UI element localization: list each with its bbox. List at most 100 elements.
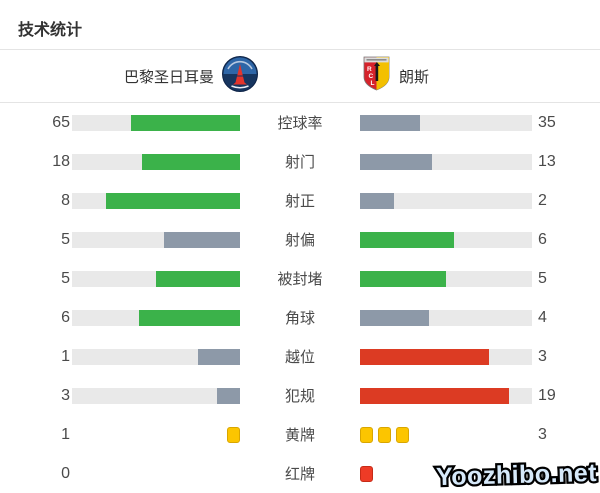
away-bar-fill [360, 153, 433, 170]
watermark-logo: Yoozhibo.net [433, 457, 599, 493]
away-bar [360, 426, 532, 443]
bar-track [72, 348, 240, 365]
stat-label: 射偏 [284, 232, 315, 249]
stat-row: 65 控球率 35 [0, 103, 600, 142]
stat-label: 角球 [284, 310, 315, 327]
yellow-card-icon [396, 426, 409, 443]
away-bar-fill [360, 270, 446, 287]
bar-track [72, 270, 240, 287]
bar-track [360, 309, 532, 326]
home-value: 3 [61, 386, 70, 404]
away-value: 5 [538, 269, 547, 287]
away-bar-fill [360, 348, 489, 365]
stat-row: 5 被封堵 5 [0, 259, 600, 298]
home-bar-fill [142, 153, 240, 170]
stat-label: 犯规 [284, 388, 315, 405]
home-value: 5 [61, 230, 70, 248]
away-bar [360, 192, 532, 209]
bar-track [360, 387, 532, 404]
away-bar [360, 387, 532, 404]
home-bar [72, 426, 240, 443]
bar-track [360, 153, 532, 170]
stat-label: 射门 [284, 154, 315, 171]
away-bar [360, 465, 532, 482]
bar-track [360, 348, 532, 365]
home-team-name: 巴黎圣日耳曼 [123, 68, 214, 86]
home-bar [72, 466, 240, 482]
away-bar [360, 309, 532, 326]
away-value: 13 [538, 152, 556, 170]
away-bar [360, 348, 532, 365]
away-cards [360, 465, 532, 482]
bar-track [72, 114, 240, 131]
away-bar-fill [360, 387, 509, 404]
away-value: 19 [538, 386, 556, 404]
psg-crest-icon [222, 55, 258, 97]
bar-track [360, 270, 532, 287]
away-value: 35 [538, 113, 556, 131]
away-bar-fill [360, 231, 454, 248]
away-bar-fill [360, 309, 429, 326]
lens-crest-icon: R C L [362, 55, 391, 97]
bar-track [72, 192, 240, 209]
away-cards [360, 426, 532, 443]
stats-rows: 65 控球率 35 18 射门 13 8 射正 2 5 射偏 6 5 被封堵 5 6 角球 4 1 越位 3 3 犯规 19 1… [0, 103, 600, 493]
home-bar-fill [163, 231, 240, 248]
home-value: 8 [61, 191, 70, 209]
away-bar [360, 114, 532, 131]
yellow-card-icon [360, 426, 373, 443]
home-value: 1 [61, 347, 70, 365]
stat-row: 0 红牌 1 [0, 454, 600, 493]
home-cards [72, 466, 240, 482]
red-card-icon [360, 465, 373, 482]
stat-row: 18 射门 13 [0, 142, 600, 181]
away-value: 6 [538, 230, 547, 248]
home-bar-fill [217, 387, 240, 404]
teams-header: 巴黎圣日耳曼 [0, 50, 600, 103]
away-value: 4 [538, 308, 547, 326]
away-bar-fill [360, 192, 395, 209]
bar-track [72, 231, 240, 248]
home-bar [72, 192, 240, 209]
home-bar [72, 387, 240, 404]
page-title: 技术统计 [0, 0, 600, 50]
home-bar-fill [198, 348, 240, 365]
yellow-card-icon [378, 426, 391, 443]
svg-text:C: C [369, 73, 374, 80]
stat-label: 控球率 [277, 115, 323, 132]
stat-label: 越位 [284, 349, 315, 366]
away-value: 3 [538, 425, 547, 443]
away-bar [360, 231, 532, 248]
home-team: 巴黎圣日耳曼 [124, 50, 258, 102]
home-bar [72, 270, 240, 287]
home-value: 5 [61, 269, 70, 287]
home-bar-fill [130, 114, 240, 131]
svg-text:L: L [371, 80, 375, 87]
stat-row: 1 越位 3 [0, 337, 600, 376]
home-bar [72, 114, 240, 131]
stat-label: 红牌 [284, 466, 315, 483]
svg-text:R: R [367, 66, 372, 73]
bar-track [72, 309, 240, 326]
stat-row: 6 角球 4 [0, 298, 600, 337]
stat-label: 射正 [284, 193, 315, 210]
yellow-card-icon [227, 426, 240, 443]
away-bar [360, 270, 532, 287]
home-bar [72, 231, 240, 248]
stat-label: 被封堵 [277, 271, 323, 288]
home-value: 0 [61, 464, 70, 482]
home-bar-fill [105, 192, 240, 209]
home-value: 65 [52, 113, 70, 131]
away-bar-fill [360, 114, 421, 131]
home-value: 1 [61, 425, 70, 443]
home-value: 6 [61, 308, 70, 326]
away-team-name: 朗斯 [399, 68, 430, 86]
away-value: 2 [538, 191, 547, 209]
stat-label: 黄牌 [284, 427, 315, 444]
home-bar-fill [139, 309, 240, 326]
away-bar [360, 153, 532, 170]
home-cards [72, 426, 240, 443]
away-value: 3 [538, 347, 547, 365]
home-bar [72, 348, 240, 365]
